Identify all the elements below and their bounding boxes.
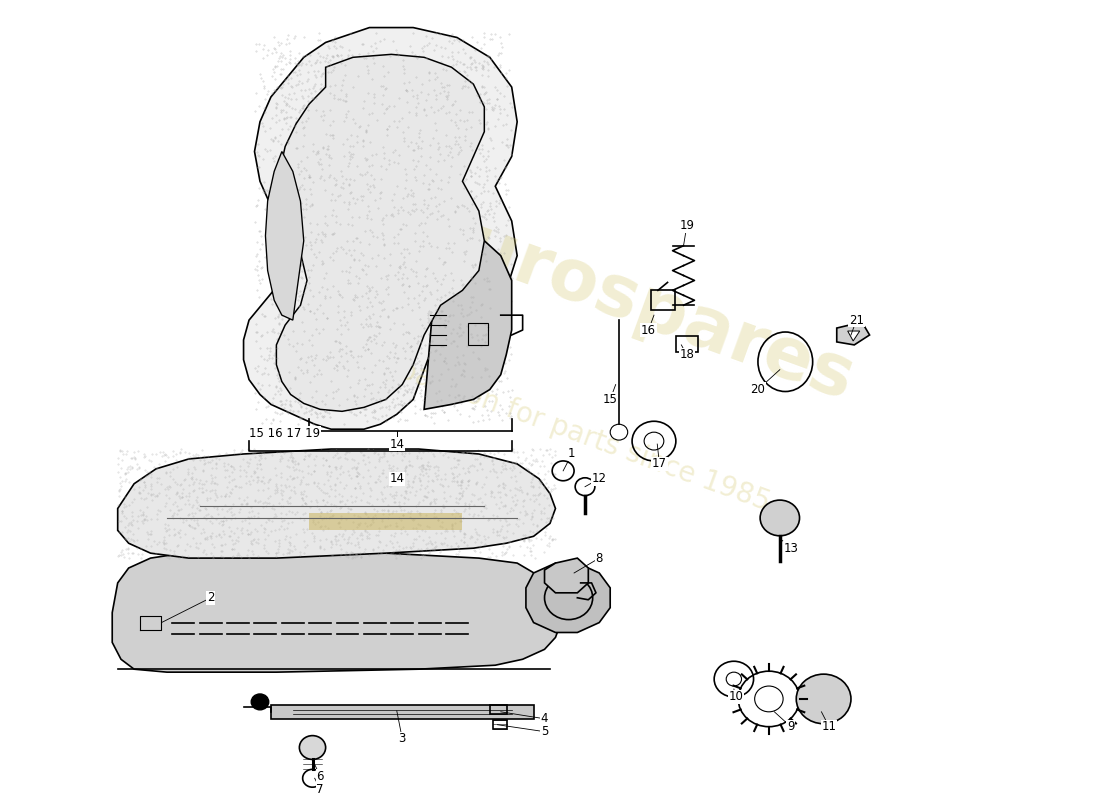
Polygon shape	[276, 54, 484, 411]
Text: 16: 16	[641, 323, 656, 337]
Text: 20: 20	[750, 383, 766, 396]
Text: 7: 7	[317, 782, 323, 796]
Polygon shape	[309, 514, 462, 530]
Text: 18: 18	[680, 348, 694, 362]
Text: 15: 15	[603, 393, 617, 406]
Circle shape	[299, 736, 326, 759]
Bar	[651, 290, 674, 310]
Text: 8: 8	[595, 552, 603, 565]
Text: 1: 1	[568, 447, 575, 461]
Text: 5: 5	[541, 725, 548, 738]
Text: 10: 10	[728, 690, 744, 703]
Circle shape	[251, 694, 268, 710]
Text: 14: 14	[389, 472, 405, 486]
Text: 2: 2	[207, 591, 215, 604]
Bar	[490, 705, 507, 714]
Bar	[468, 323, 487, 345]
Text: 6: 6	[317, 770, 323, 782]
Polygon shape	[265, 151, 304, 320]
Circle shape	[796, 674, 851, 724]
Text: 21: 21	[849, 314, 864, 326]
Text: 11: 11	[822, 720, 837, 733]
Text: 19: 19	[680, 219, 694, 233]
Polygon shape	[544, 558, 588, 593]
Polygon shape	[425, 241, 512, 410]
Polygon shape	[243, 27, 517, 429]
Polygon shape	[837, 322, 870, 345]
Text: 13: 13	[783, 542, 799, 554]
Bar	[493, 720, 507, 729]
Text: 9: 9	[786, 720, 794, 733]
Text: 12: 12	[592, 472, 607, 486]
Text: eurospares: eurospares	[411, 194, 864, 414]
Text: 4: 4	[541, 712, 548, 726]
Text: 17: 17	[652, 458, 667, 470]
Text: 15 16 17 19: 15 16 17 19	[249, 426, 320, 440]
Polygon shape	[848, 331, 860, 341]
Text: 14: 14	[389, 438, 405, 450]
Polygon shape	[118, 449, 556, 558]
Polygon shape	[271, 705, 534, 718]
Circle shape	[760, 500, 800, 536]
Bar	[675, 336, 697, 352]
Text: a passion for parts since 1985: a passion for parts since 1985	[370, 346, 773, 516]
Polygon shape	[112, 553, 561, 672]
Polygon shape	[526, 563, 610, 633]
Text: 3: 3	[398, 732, 406, 745]
